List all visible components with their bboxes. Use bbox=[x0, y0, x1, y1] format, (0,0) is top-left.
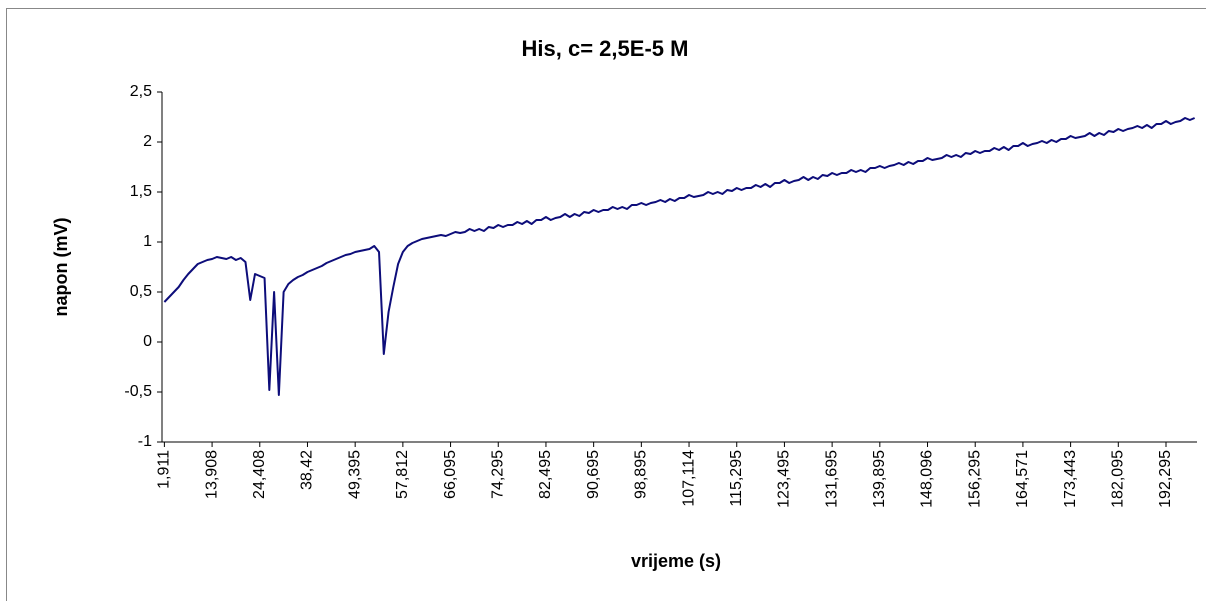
x-tick-label: 1,911 bbox=[156, 450, 173, 489]
y-tick-label: 2 bbox=[143, 133, 152, 150]
y-tick-label: 1 bbox=[143, 233, 152, 250]
y-tick-label: -1 bbox=[138, 433, 152, 450]
x-axis-label: vrijeme (s) bbox=[631, 551, 721, 571]
x-tick-label: 82,495 bbox=[537, 450, 554, 499]
x-tick-label: 139,895 bbox=[871, 450, 888, 508]
x-tick-label: 57,812 bbox=[394, 450, 411, 499]
x-tick-label: 192,295 bbox=[1157, 450, 1174, 508]
x-tick-label: 98,895 bbox=[633, 450, 650, 499]
x-tick-label: 131,695 bbox=[823, 450, 840, 508]
x-tick-label: 107,114 bbox=[680, 450, 697, 507]
y-tick-label: 2,5 bbox=[130, 83, 152, 100]
x-tick-label: 74,295 bbox=[489, 450, 506, 499]
data-line bbox=[163, 117, 1196, 396]
y-axis-label: napon (mV) bbox=[51, 218, 71, 317]
chart-title: His, c= 2,5E-5 M bbox=[522, 36, 689, 61]
x-tick-label: 148,096 bbox=[919, 450, 936, 508]
x-tick-label: 182,095 bbox=[1110, 450, 1127, 508]
x-tick-label: 164,571 bbox=[1014, 450, 1031, 508]
x-tick-label: 156,295 bbox=[966, 450, 983, 508]
x-tick-label: 173,443 bbox=[1062, 450, 1079, 508]
x-tick-label: 123,495 bbox=[776, 450, 793, 508]
x-tick-label: 90,695 bbox=[585, 450, 602, 499]
x-tick-label: 115,295 bbox=[728, 450, 745, 507]
x-tick-label: 38,42 bbox=[299, 450, 316, 490]
x-tick-label: 24,408 bbox=[251, 450, 268, 499]
y-tick-label: 1,5 bbox=[130, 183, 152, 200]
chart-frame bbox=[6, 8, 1206, 601]
x-tick-label: 49,395 bbox=[346, 450, 363, 499]
y-tick-label: 0,5 bbox=[130, 283, 152, 300]
y-tick-label: -0,5 bbox=[124, 383, 152, 400]
y-tick-label: 0 bbox=[143, 333, 152, 350]
x-tick-label: 13,908 bbox=[203, 450, 220, 499]
x-tick-label: 66,095 bbox=[442, 450, 459, 499]
